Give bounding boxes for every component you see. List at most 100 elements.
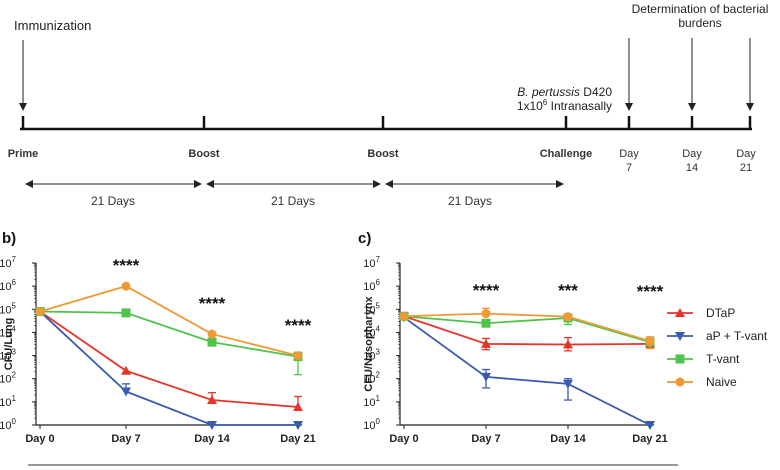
- data-point: [207, 421, 217, 430]
- data-point: [207, 329, 217, 339]
- data-point: [121, 281, 131, 291]
- panel-b-label: b): [2, 230, 16, 247]
- series-line: [403, 312, 651, 343]
- interval-label-2: 21 Days: [271, 194, 315, 208]
- challenge-dose-suffix: Intranasally: [547, 99, 612, 113]
- tick-exponent: 1: [376, 394, 381, 403]
- nasopharynx-y-tick-label: 101: [363, 394, 380, 409]
- nasopharynx-y-tick-label: 106: [363, 278, 380, 293]
- nasopharynx-y-tick-label: 107: [363, 255, 380, 270]
- lung-y-axis-label: CFU/Lung: [3, 318, 15, 371]
- lung-y-tick-label: 101: [0, 394, 17, 409]
- legend-marker-triangle-down: [675, 332, 685, 341]
- tick-exponent: 2: [12, 371, 17, 380]
- data-point: [35, 307, 45, 317]
- tick-base: 10: [0, 304, 12, 316]
- series-line: [403, 316, 651, 426]
- nasopharynx-y-tick-label: 104: [363, 324, 380, 339]
- lung-x-tick-label: Day 7: [111, 433, 140, 445]
- tick-exponent: 6: [376, 278, 381, 287]
- tick-exponent: 3: [12, 348, 17, 357]
- event-prime: Prime: [8, 148, 39, 160]
- challenge-dose-exp: 6: [543, 98, 548, 107]
- tick-base: 10: [363, 397, 375, 409]
- data-point: [481, 309, 491, 319]
- lung-significance-marker: ****: [199, 294, 226, 313]
- lung-y-tick-label: 103: [0, 348, 17, 363]
- day21-line1: Day: [736, 148, 756, 160]
- interval-label-3: 21 Days: [448, 194, 492, 208]
- data-point: [293, 351, 303, 361]
- challenge-dose: 1x106 Intranasally: [517, 98, 612, 113]
- series-line: [39, 310, 299, 358]
- data-point: [563, 312, 573, 322]
- series-line: [39, 285, 299, 357]
- data-point: [121, 387, 131, 397]
- challenge-strain: D420: [580, 85, 612, 99]
- tick-base: 10: [363, 420, 375, 432]
- tick-exponent: 2: [376, 371, 381, 380]
- tick-base: 10: [0, 374, 12, 386]
- tick-exponent: 0: [376, 417, 381, 426]
- lung-y-tick-label: 102: [0, 371, 17, 386]
- legend: DTaP aP + T-vant T-vant Naive: [667, 306, 768, 389]
- lung-y-tick-label: 107: [0, 255, 17, 270]
- lung-significance-marker: ****: [285, 316, 312, 335]
- lung-series-ap-t-vant: [35, 307, 303, 430]
- lung-y-tick-label: 105: [0, 301, 17, 316]
- data-point: [207, 395, 217, 405]
- timeline: Immunization Determination of bacterial …: [8, 2, 769, 208]
- day14-line1: Day: [682, 148, 702, 160]
- tick-exponent: 4: [376, 324, 381, 333]
- legend-label: Naive: [706, 375, 737, 389]
- nasopharynx-series-naive: [399, 307, 655, 350]
- data-point: [563, 379, 573, 389]
- data-point: [481, 338, 491, 348]
- legend-label: T-vant: [706, 352, 740, 366]
- tick-base: 10: [0, 397, 12, 409]
- lung-significance-marker: ****: [113, 256, 140, 275]
- tick-exponent: 5: [12, 301, 17, 310]
- data-point: [121, 365, 131, 375]
- legend-label: aP + T-vant: [706, 329, 768, 343]
- determination-label-line2: burdens: [678, 16, 721, 30]
- lung-x-tick-label: Day 21: [280, 433, 315, 445]
- tick-base: 10: [0, 327, 12, 339]
- nasopharynx-y-tick-label: 100: [363, 417, 380, 432]
- event-challenge: Challenge: [540, 148, 593, 160]
- interval-label-1: 21 Days: [91, 194, 135, 208]
- legend-item: aP + T-vant: [667, 329, 768, 343]
- tick-base: 10: [0, 420, 12, 432]
- lung-y-tick-label: 106: [0, 278, 17, 293]
- data-point: [481, 372, 491, 382]
- immunization-label: Immunization: [14, 18, 91, 33]
- series-line: [403, 315, 651, 346]
- nasopharynx-significance-marker: ****: [473, 281, 500, 300]
- data-point: [121, 308, 131, 318]
- tick-exponent: 4: [12, 324, 17, 333]
- data-point: [293, 421, 303, 430]
- tick-base: 10: [0, 351, 12, 363]
- nasopharynx-x-tick-label: Day 14: [550, 433, 586, 445]
- lung-y-tick-label: 100: [0, 417, 17, 432]
- series-line: [403, 315, 651, 344]
- lung-x-tick-label: Day 0: [25, 433, 54, 445]
- nasopharynx-x-tick-label: Day 21: [632, 433, 667, 445]
- nasopharynx-y-tick-label: 105: [363, 301, 380, 316]
- tick-exponent: 3: [376, 348, 381, 357]
- tick-exponent: 6: [12, 278, 17, 287]
- legend-label: DTaP: [706, 306, 735, 320]
- tick-base: 10: [363, 258, 375, 270]
- challenge-organism: B. pertussis: [517, 85, 580, 99]
- nasopharynx-significance-marker: ****: [637, 282, 664, 301]
- tick-exponent: 1: [12, 394, 17, 403]
- lung-series-dtap: [35, 306, 303, 411]
- tick-base: 10: [363, 327, 375, 339]
- tick-base: 10: [363, 351, 375, 363]
- data-point: [399, 311, 409, 321]
- legend-marker-triangle-up: [675, 308, 685, 317]
- panel-c-label: c): [358, 230, 371, 247]
- tick-exponent: 7: [376, 255, 381, 264]
